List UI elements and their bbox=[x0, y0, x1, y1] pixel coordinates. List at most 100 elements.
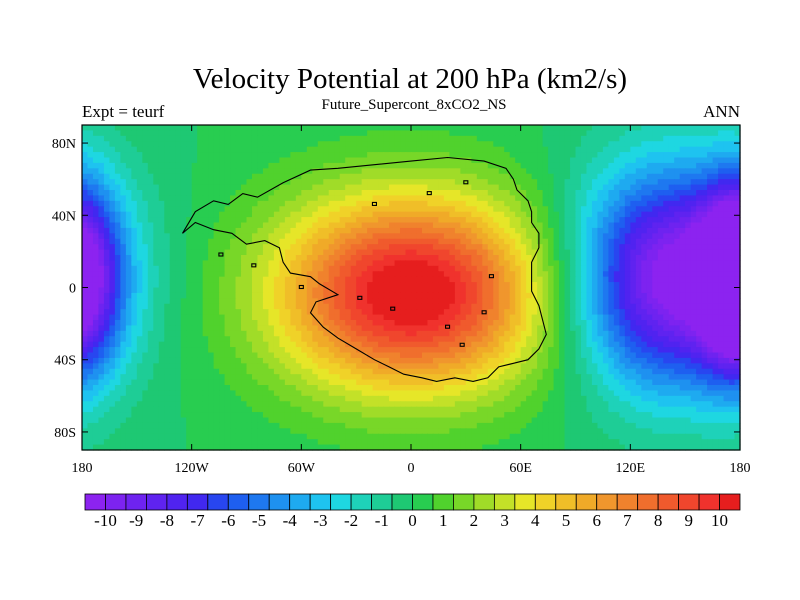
field-cell bbox=[98, 206, 105, 213]
field-cell bbox=[493, 244, 500, 251]
field-cell bbox=[482, 190, 489, 197]
field-cell bbox=[120, 347, 127, 354]
field-cell bbox=[597, 152, 604, 159]
field-cell bbox=[98, 152, 105, 159]
field-cell bbox=[125, 303, 132, 310]
field-cell bbox=[432, 162, 440, 169]
field-cell bbox=[202, 330, 209, 337]
field-cell bbox=[619, 292, 626, 299]
field-cell bbox=[482, 314, 489, 321]
field-cell bbox=[400, 173, 407, 180]
field-cell bbox=[372, 200, 379, 207]
field-cell bbox=[389, 141, 396, 148]
field-cell bbox=[317, 130, 324, 137]
field-cell bbox=[241, 303, 248, 310]
field-cell bbox=[142, 325, 149, 332]
field-cell bbox=[635, 292, 642, 299]
field-cell bbox=[87, 325, 94, 332]
field-cell bbox=[405, 141, 412, 148]
field-cell bbox=[531, 255, 538, 262]
field-cell bbox=[92, 157, 100, 164]
field-cell bbox=[262, 168, 270, 175]
field-cell bbox=[98, 271, 105, 278]
field-cell bbox=[668, 249, 675, 256]
field-cell bbox=[520, 162, 527, 169]
field-cell bbox=[690, 298, 697, 305]
field-cell bbox=[257, 168, 264, 175]
field-cell bbox=[734, 336, 741, 343]
field-cell bbox=[87, 238, 94, 245]
field-cell bbox=[712, 195, 719, 202]
field-cell bbox=[443, 168, 450, 175]
field-cell bbox=[372, 336, 379, 343]
field-cell bbox=[345, 162, 352, 169]
field-cell bbox=[197, 162, 204, 169]
field-cell bbox=[98, 265, 105, 272]
field-cell bbox=[597, 238, 604, 245]
field-cell bbox=[213, 292, 220, 299]
field-cell bbox=[674, 168, 681, 175]
field-cell bbox=[613, 265, 620, 272]
field-cell bbox=[400, 282, 407, 289]
field-cell bbox=[427, 320, 434, 327]
field-cell bbox=[383, 190, 390, 197]
field-cell bbox=[515, 271, 522, 278]
field-cell bbox=[268, 276, 275, 283]
field-cell bbox=[82, 162, 89, 169]
field-cell bbox=[416, 190, 423, 197]
field-cell bbox=[367, 162, 374, 169]
field-cell bbox=[586, 292, 593, 299]
field-cell bbox=[515, 255, 522, 262]
field-cell bbox=[334, 341, 341, 348]
field-cell bbox=[317, 162, 324, 169]
field-cell bbox=[147, 325, 154, 332]
field-cell bbox=[564, 125, 571, 132]
field-cell bbox=[339, 336, 346, 343]
field-cell bbox=[175, 309, 182, 316]
field-cell bbox=[317, 184, 324, 191]
field-cell bbox=[328, 298, 335, 305]
field-cell bbox=[608, 152, 615, 159]
field-cell bbox=[125, 314, 132, 321]
field-cell bbox=[553, 249, 560, 256]
field-cell bbox=[361, 330, 368, 337]
field-cell bbox=[580, 309, 588, 316]
field-cell bbox=[109, 227, 116, 234]
field-cell bbox=[405, 325, 412, 332]
field-cell bbox=[87, 152, 94, 159]
chart-subtitle: Future_Supercont_8xCO2_NS bbox=[322, 97, 507, 113]
field-cell bbox=[131, 336, 138, 343]
field-cell bbox=[328, 162, 335, 169]
field-cell bbox=[92, 314, 100, 321]
field-cell bbox=[405, 287, 412, 294]
field-cell bbox=[597, 244, 604, 251]
field-cell bbox=[279, 162, 286, 169]
field-cell bbox=[208, 282, 215, 289]
field-cell bbox=[356, 330, 363, 337]
field-cell bbox=[548, 141, 555, 148]
field-cell bbox=[460, 336, 467, 343]
field-cell bbox=[668, 157, 675, 164]
field-cell bbox=[701, 190, 708, 197]
field-cell bbox=[279, 309, 286, 316]
field-cell bbox=[230, 217, 237, 224]
field-cell bbox=[526, 190, 533, 197]
field-cell bbox=[668, 298, 675, 305]
field-cell bbox=[114, 287, 121, 294]
field-cell bbox=[323, 298, 330, 305]
field-cell bbox=[142, 249, 149, 256]
field-cell bbox=[465, 141, 472, 148]
field-cell bbox=[696, 168, 703, 175]
field-cell bbox=[498, 135, 505, 142]
field-cell bbox=[734, 260, 741, 267]
field-cell bbox=[131, 233, 138, 240]
field-cell bbox=[575, 238, 582, 245]
field-cell bbox=[202, 157, 209, 164]
field-cell bbox=[224, 255, 231, 262]
field-cell bbox=[416, 309, 423, 316]
field-cell bbox=[515, 276, 522, 283]
field-cell bbox=[487, 227, 494, 234]
field-cell bbox=[476, 314, 483, 321]
field-cell bbox=[619, 287, 626, 294]
field-cell bbox=[613, 276, 620, 283]
